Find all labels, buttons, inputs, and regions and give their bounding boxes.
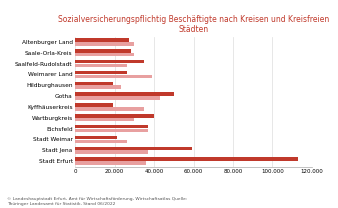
Bar	[75, 85, 121, 89]
Bar	[75, 38, 128, 42]
Bar	[75, 60, 144, 63]
Bar	[75, 103, 113, 107]
Bar	[75, 82, 113, 85]
Bar	[75, 71, 127, 74]
Bar	[75, 161, 146, 165]
Bar	[75, 107, 144, 111]
Bar	[75, 136, 117, 139]
Bar	[75, 96, 160, 100]
Bar	[75, 118, 135, 121]
Bar	[75, 53, 135, 56]
Title: Sozialversicherungspflichtig Beschäftigte nach Kreisen und Kreisfreien
Städten: Sozialversicherungspflichtig Beschäftigt…	[58, 15, 329, 34]
Bar	[75, 147, 192, 150]
Bar	[75, 75, 152, 78]
Bar	[75, 157, 298, 161]
Bar	[75, 150, 148, 154]
Bar	[75, 125, 148, 129]
Bar	[75, 93, 174, 96]
Text: © Landeshauptstadt Erfurt, Amt für Wirtschaftsförderung, Wirtschaftsatlas Quelle: © Landeshauptstadt Erfurt, Amt für Wirts…	[7, 197, 187, 206]
Bar	[75, 140, 127, 143]
Bar	[75, 49, 130, 53]
Bar	[75, 64, 127, 67]
Bar	[75, 114, 154, 118]
Bar	[75, 129, 148, 132]
Bar	[75, 42, 135, 46]
